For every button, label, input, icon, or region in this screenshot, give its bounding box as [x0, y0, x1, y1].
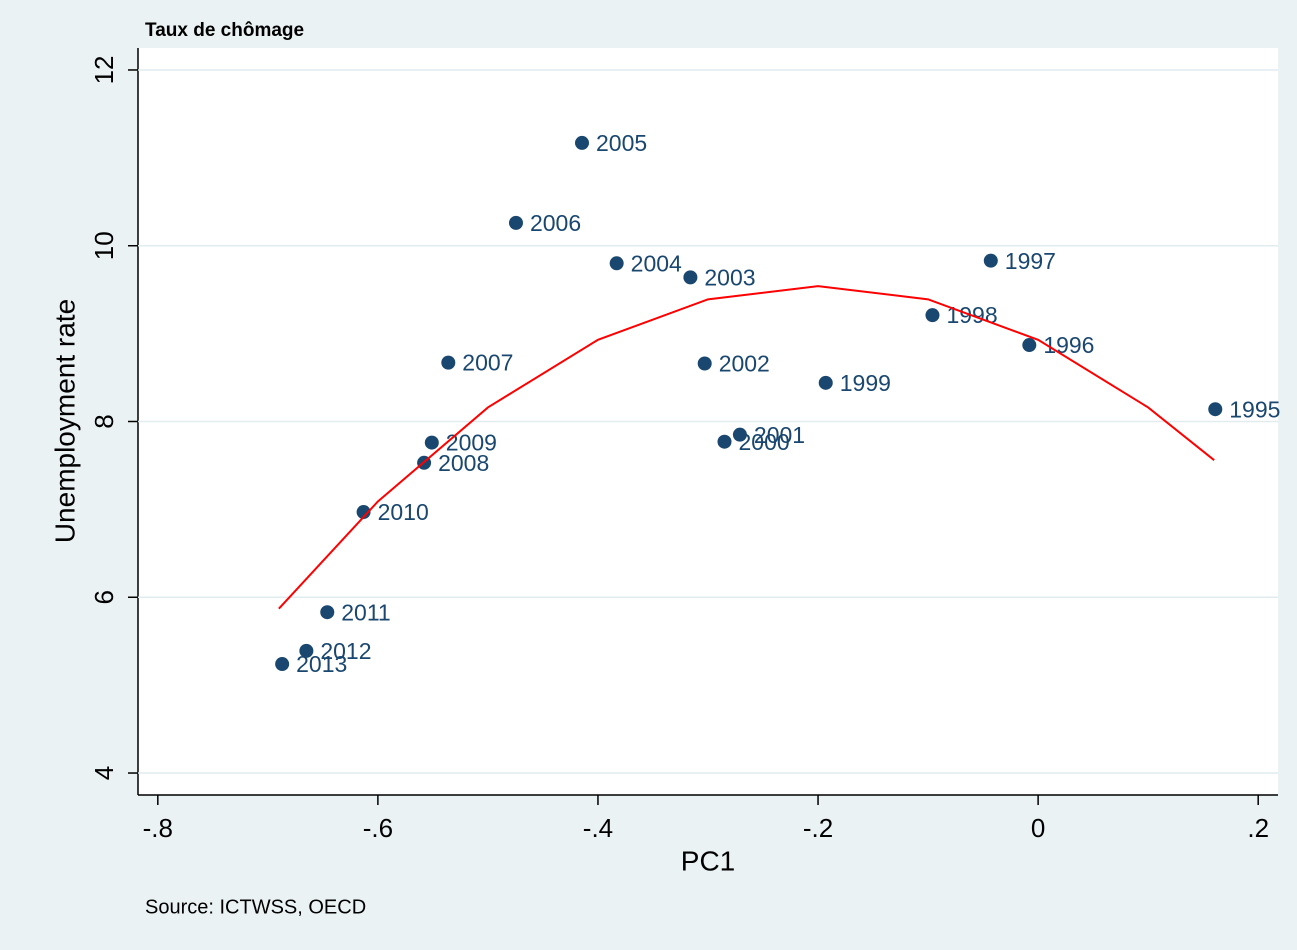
- scatter-point: [1022, 338, 1037, 353]
- point-label: 2002: [719, 351, 770, 377]
- x-tick-label: -.2: [803, 813, 833, 843]
- fit-line: [278, 285, 1215, 610]
- point-label: 2007: [462, 350, 513, 376]
- point-label: 2001: [754, 422, 805, 448]
- scatter-point: [683, 270, 698, 285]
- scatter-point: [717, 434, 732, 449]
- y-tick-label: 6: [89, 590, 119, 604]
- point-label: 2009: [446, 430, 497, 456]
- scatter-point: [575, 135, 590, 150]
- scatter-point: [356, 505, 371, 520]
- point-label: 1996: [1043, 332, 1094, 358]
- x-tick-label: -.4: [583, 813, 613, 843]
- point-label: 2010: [378, 499, 429, 525]
- y-tick-label: 12: [89, 56, 119, 85]
- scatter-point: [818, 375, 833, 390]
- point-label: 2000: [739, 429, 790, 455]
- point-label: 2008: [438, 450, 489, 476]
- x-tick-label: -.6: [363, 813, 393, 843]
- scatter-point: [508, 215, 523, 230]
- x-tick-label: .2: [1247, 813, 1269, 843]
- scatter-point: [320, 605, 335, 620]
- scatter-point: [299, 643, 314, 658]
- scatter-point: [1208, 402, 1223, 417]
- y-tick-label: 4: [89, 766, 119, 780]
- point-label: 2012: [320, 638, 371, 664]
- y-axis-label: Unemployment rate: [49, 299, 80, 543]
- scatter-point: [275, 657, 290, 672]
- point-label: 2013: [296, 651, 347, 677]
- point-label: 2004: [631, 250, 682, 276]
- y-tick-label: 10: [89, 231, 119, 260]
- x-axis-label: PC1: [681, 845, 735, 876]
- scatter-point: [609, 256, 624, 271]
- chart-title: Taux de chômage: [145, 20, 304, 41]
- point-label: 2005: [596, 130, 647, 156]
- x-tick-label: 0: [1031, 813, 1045, 843]
- point-label: 1999: [840, 370, 891, 396]
- scatter-point: [732, 427, 747, 442]
- x-tick-label: -.8: [143, 813, 173, 843]
- point-label: 1995: [1229, 396, 1280, 422]
- scatter-point: [424, 435, 439, 450]
- scatter-point: [983, 253, 998, 268]
- point-label: 2003: [704, 264, 755, 290]
- source-note: Source: ICTWSS, OECD: [145, 896, 366, 918]
- scatter-point: [925, 308, 940, 323]
- scatter-point: [697, 356, 712, 371]
- point-label: 1997: [1005, 248, 1056, 274]
- point-label: 2011: [341, 599, 390, 625]
- y-tick-label: 8: [89, 414, 119, 428]
- scatter-point: [441, 355, 456, 370]
- point-label: 2006: [530, 210, 581, 236]
